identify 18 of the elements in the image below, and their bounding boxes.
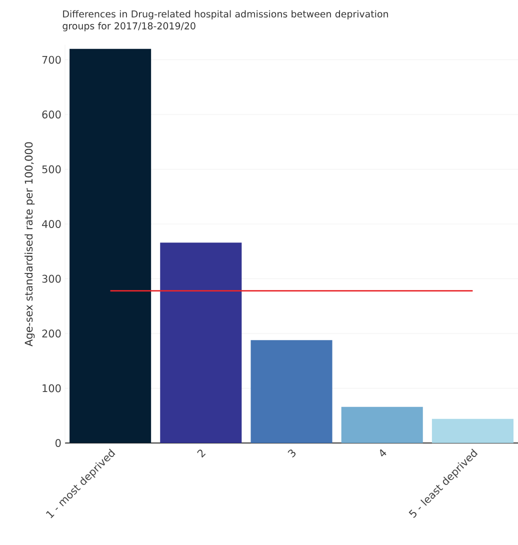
x-tick-label: 3 bbox=[288, 450, 296, 458]
bar bbox=[250, 340, 332, 443]
bar bbox=[432, 418, 514, 443]
y-tick-label: 500 bbox=[42, 165, 61, 174]
bar bbox=[341, 406, 423, 443]
bar bbox=[160, 242, 242, 443]
y-tick-label: 400 bbox=[42, 220, 61, 228]
x-tick-label: 4 bbox=[380, 449, 386, 456]
chart-title: Differences in Drug-related hospital admissions between deprivation groups for 2017/18-2019/20 bbox=[62, 10, 388, 32]
x-tick-label: 2 bbox=[197, 450, 206, 458]
y-tick-label: 0 bbox=[56, 439, 61, 447]
y-tick-label: 300 bbox=[42, 274, 61, 283]
y-tick-label: 700 bbox=[42, 56, 61, 64]
y-axis-title: Age-sex standardised rate per 100,000 bbox=[24, 142, 35, 346]
bar bbox=[70, 48, 152, 443]
y-tick-label: 100 bbox=[42, 384, 61, 392]
y-tick-label: 600 bbox=[42, 110, 61, 118]
y-tick-label: 200 bbox=[42, 330, 61, 338]
